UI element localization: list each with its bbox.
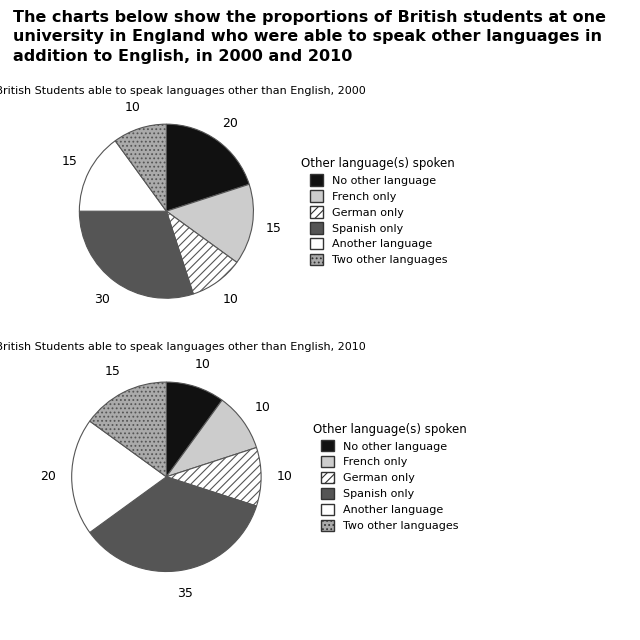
Text: 30: 30 <box>95 292 110 306</box>
Text: 35: 35 <box>177 588 193 600</box>
Text: 15: 15 <box>61 156 77 168</box>
Text: 15: 15 <box>266 221 282 235</box>
Title: % of British Students able to speak languages other than English, 2000: % of British Students able to speak lang… <box>0 86 366 96</box>
Legend: No other language, French only, German only, Spanish only, Another language, Two: No other language, French only, German o… <box>309 419 470 534</box>
Wedge shape <box>115 124 166 211</box>
Text: The charts below show the proportions of British students at one
university in E: The charts below show the proportions of… <box>13 10 606 64</box>
Text: 10: 10 <box>254 401 270 413</box>
Wedge shape <box>166 400 257 477</box>
Wedge shape <box>90 477 257 572</box>
Text: 20: 20 <box>223 116 238 130</box>
Wedge shape <box>79 211 193 298</box>
Title: % of British Students able to speak languages other than English, 2010: % of British Students able to speak lang… <box>0 342 366 352</box>
Wedge shape <box>166 447 261 506</box>
Wedge shape <box>79 141 166 211</box>
Legend: No other language, French only, German only, Spanish only, Another language, Two: No other language, French only, German o… <box>298 154 459 269</box>
Wedge shape <box>166 211 237 294</box>
Text: 15: 15 <box>105 365 120 378</box>
Wedge shape <box>166 382 222 477</box>
Text: 10: 10 <box>277 470 292 483</box>
Text: 10: 10 <box>223 292 238 306</box>
Text: 20: 20 <box>40 470 56 483</box>
Wedge shape <box>90 382 166 477</box>
Wedge shape <box>166 124 249 211</box>
Wedge shape <box>72 421 166 532</box>
Text: 10: 10 <box>195 358 211 371</box>
Text: 10: 10 <box>125 101 141 114</box>
Wedge shape <box>166 184 253 262</box>
